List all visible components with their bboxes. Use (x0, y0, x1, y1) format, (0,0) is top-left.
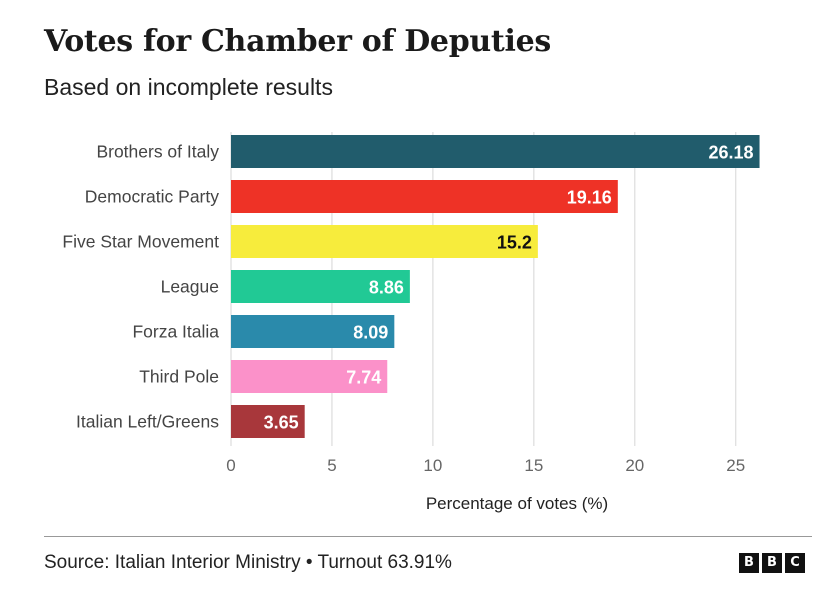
bar (231, 135, 760, 168)
bar (231, 270, 410, 303)
bars: 26.18 19.16 15.2 8.86 8.09 7.74 3.65 (231, 135, 760, 438)
bar (231, 315, 395, 348)
category-label: League (161, 277, 219, 297)
bbc-logo-letter: B (739, 553, 759, 573)
bar-value-label: 8.86 (369, 278, 404, 298)
bar-value-label: 7.74 (346, 368, 381, 388)
bar (231, 360, 388, 393)
x-tick-label: 15 (524, 456, 543, 475)
source-note: Source: Italian Interior Ministry • Turn… (44, 552, 452, 573)
x-tick-labels: 0 5 10 15 20 25 (226, 456, 745, 475)
category-label: Five Star Movement (62, 232, 219, 252)
x-tick-label: 5 (327, 456, 336, 475)
bar (231, 225, 538, 258)
category-labels: Brothers of Italy Democratic Party Five St… (62, 142, 219, 432)
chart-title: Votes for Chamber of Deputies (44, 24, 551, 59)
bar-value-label: 8.09 (353, 323, 388, 343)
bar-chart: 26.18 19.16 15.2 8.86 8.09 7.74 3.65 Brothers … (62, 132, 760, 513)
category-label: Forza Italia (132, 322, 219, 342)
bar-value-label: 19.16 (567, 188, 612, 208)
x-tick-label: 25 (726, 456, 745, 475)
footer-divider (44, 536, 812, 537)
x-tick-label: 10 (423, 456, 442, 475)
bar (231, 180, 618, 213)
x-tick-label: 20 (625, 456, 644, 475)
category-label: Italian Left/Greens (76, 412, 219, 432)
bar-value-label: 26.18 (708, 143, 753, 163)
category-label: Brothers of Italy (96, 142, 219, 162)
bar-value-label: 15.2 (497, 233, 532, 253)
bar-value-label: 3.65 (264, 413, 299, 433)
bbc-logo-letter: B (762, 553, 782, 573)
category-label: Third Pole (139, 367, 219, 387)
bbc-logo: B B C (739, 553, 805, 573)
x-tick-label: 0 (226, 456, 235, 475)
x-axis-label: Percentage of votes (%) (426, 494, 608, 513)
bbc-logo-letter: C (785, 553, 805, 573)
bar (231, 405, 305, 438)
category-label: Democratic Party (85, 187, 219, 207)
chart-subtitle: Based on incomplete results (44, 74, 333, 100)
